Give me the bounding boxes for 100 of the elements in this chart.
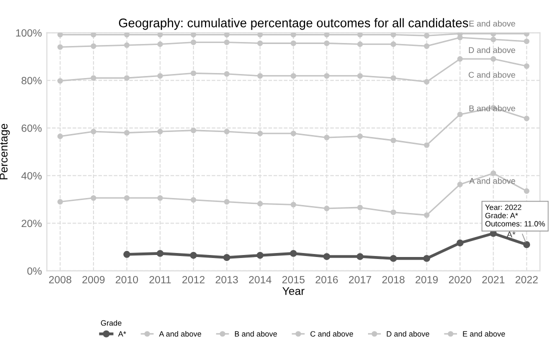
x-tick-label: 2012 [182, 276, 205, 284]
point [290, 202, 296, 208]
y-tick-label: 0% [27, 267, 42, 275]
point [390, 254, 397, 262]
point [424, 43, 430, 49]
point [190, 197, 196, 203]
point [390, 75, 396, 81]
point [90, 128, 96, 134]
point [424, 142, 430, 148]
point [57, 32, 63, 38]
point [90, 43, 96, 49]
point [290, 32, 296, 38]
point [123, 250, 130, 258]
point [224, 128, 230, 134]
point [357, 41, 363, 47]
point [290, 73, 296, 79]
chart-title: Geography: cumulative percentage outcomes for all candidates [118, 18, 468, 30]
point [157, 41, 163, 47]
point [324, 206, 330, 212]
point [423, 254, 430, 262]
point [424, 212, 430, 218]
point [224, 32, 230, 38]
point [57, 44, 63, 50]
x-tick-label: 2014 [249, 276, 272, 284]
x-tick-label: 2015 [282, 276, 305, 284]
point [90, 75, 96, 81]
x-tick-label: 2008 [49, 276, 72, 284]
point [124, 195, 130, 201]
point [357, 134, 363, 140]
point [224, 199, 230, 205]
point [257, 130, 263, 136]
text: B and above [469, 105, 516, 112]
point [257, 32, 263, 38]
point [157, 195, 163, 201]
point [390, 41, 396, 47]
point [524, 116, 530, 122]
point [224, 40, 230, 46]
y-tick-label: 40% [21, 172, 42, 180]
y-tick-label: 20% [22, 220, 42, 228]
point [90, 195, 96, 201]
x-tick-label: 2016 [316, 276, 338, 284]
text: E and above [469, 20, 516, 27]
point [190, 128, 196, 134]
point [324, 40, 330, 46]
point [57, 134, 63, 140]
point [324, 134, 330, 140]
x-tick-label: 2021 [482, 276, 504, 284]
point [290, 40, 296, 46]
point [457, 112, 463, 118]
point [524, 38, 530, 44]
point [124, 75, 130, 81]
point [424, 79, 430, 85]
point [257, 40, 263, 46]
point [257, 73, 263, 79]
point [57, 78, 63, 84]
point [390, 138, 396, 144]
point [490, 170, 496, 176]
point [357, 73, 363, 79]
point [256, 252, 264, 259]
point [190, 252, 197, 259]
point [324, 32, 330, 38]
point [257, 200, 263, 206]
text: C and above [468, 72, 516, 78]
x-tick-label: 2013 [216, 276, 238, 284]
point [457, 182, 463, 188]
text: A* [506, 232, 516, 238]
point [490, 36, 496, 42]
point [390, 32, 396, 38]
text: A and above [469, 178, 516, 184]
point [190, 40, 196, 46]
x-tick-label: 2011 [149, 276, 171, 284]
x-tick-label: 2019 [416, 276, 438, 284]
point [457, 56, 463, 62]
point [324, 73, 330, 79]
point [323, 253, 330, 260]
y-tick-label: 100% [16, 29, 42, 37]
point [290, 130, 296, 136]
point [524, 63, 530, 69]
point [124, 32, 130, 38]
point [424, 32, 430, 38]
point [524, 188, 530, 194]
point [356, 253, 364, 260]
point [523, 241, 530, 248]
y-tick-label: 60% [22, 124, 42, 132]
x-tick-label: 2018 [382, 276, 405, 284]
point [190, 70, 196, 76]
point [90, 32, 96, 38]
point [57, 199, 63, 205]
point [156, 250, 164, 257]
point [223, 254, 230, 261]
point [524, 32, 530, 37]
point [456, 240, 464, 246]
point [490, 32, 496, 37]
point [157, 73, 163, 79]
y-axis-title: Percentage [0, 124, 10, 180]
x-tick-label: 2022 [516, 276, 538, 284]
x-axis-title: Year [282, 287, 304, 295]
x-tick-label: 2009 [82, 276, 105, 284]
point [390, 209, 396, 216]
point [190, 32, 196, 38]
